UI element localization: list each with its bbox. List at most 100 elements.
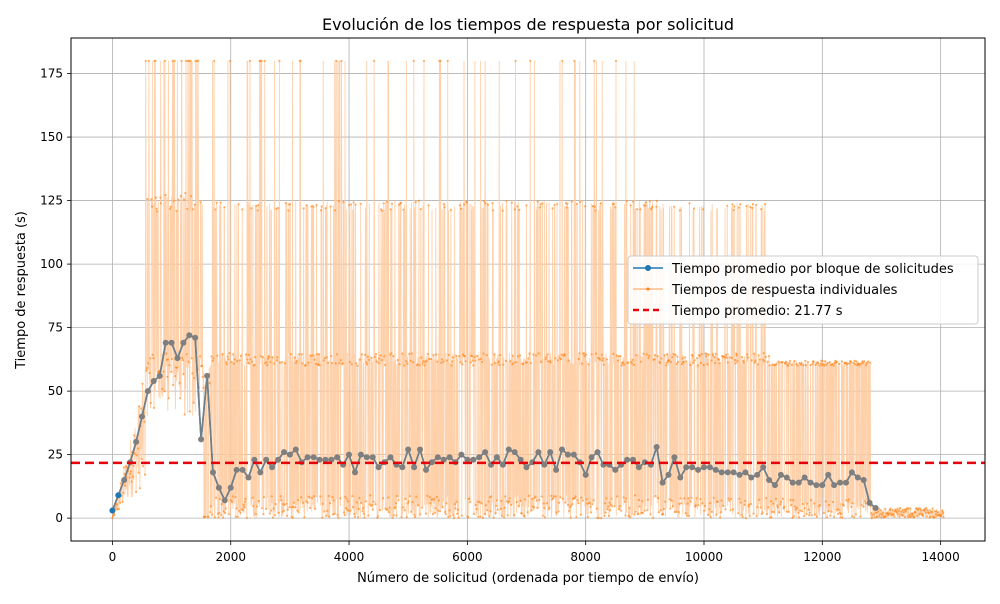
average-point — [286, 451, 293, 458]
individual-point — [913, 516, 916, 519]
individual-point — [758, 498, 761, 501]
individual-point — [223, 511, 227, 515]
individual-point — [471, 359, 474, 362]
individual-point — [683, 497, 686, 500]
individual-point — [209, 511, 212, 514]
individual-point — [423, 364, 426, 367]
individual-point — [732, 208, 735, 212]
individual-point — [731, 203, 734, 206]
individual-point — [788, 359, 792, 362]
individual-point — [688, 202, 691, 205]
individual-point — [415, 495, 418, 498]
individual-point — [242, 503, 245, 506]
individual-point — [556, 359, 559, 362]
individual-point — [719, 516, 722, 519]
individual-point — [630, 362, 634, 365]
individual-point — [477, 515, 480, 518]
individual-point — [243, 506, 246, 509]
individual-point — [616, 359, 620, 362]
individual-point — [778, 511, 781, 514]
individual-point — [580, 362, 584, 365]
individual-point — [696, 364, 699, 367]
average-point — [653, 444, 660, 450]
average-point — [156, 372, 163, 379]
individual-point — [659, 509, 662, 512]
individual-point — [474, 503, 477, 506]
individual-point — [538, 498, 541, 502]
individual-point — [837, 508, 840, 511]
average-point — [783, 474, 790, 481]
individual-point — [379, 354, 382, 357]
individual-point — [901, 509, 904, 512]
individual-point — [255, 204, 258, 208]
individual-point — [272, 507, 275, 510]
individual-point — [308, 496, 311, 499]
average-point — [671, 454, 678, 461]
individual-point — [849, 360, 852, 363]
individual-point — [159, 196, 162, 199]
individual-point — [432, 354, 435, 357]
individual-point — [897, 513, 900, 516]
individual-point — [187, 360, 190, 363]
average-point — [476, 454, 483, 461]
individual-point — [771, 363, 774, 366]
individual-point — [712, 354, 715, 357]
individual-point — [401, 506, 404, 509]
individual-point — [612, 202, 616, 205]
individual-point — [852, 516, 856, 519]
average-point — [144, 388, 151, 395]
individual-point — [161, 387, 164, 391]
individual-point — [413, 513, 416, 517]
individual-point — [696, 357, 699, 360]
individual-point — [689, 363, 692, 367]
individual-point — [433, 498, 436, 501]
individual-point — [445, 502, 448, 505]
individual-point — [492, 516, 495, 519]
individual-point — [326, 361, 330, 364]
individual-point — [546, 353, 549, 356]
individual-point — [325, 514, 328, 517]
individual-point — [145, 366, 149, 370]
individual-point — [464, 360, 467, 363]
individual-point — [610, 497, 613, 500]
legend-mean-label: Tiempo promedio: 21.77 s — [671, 304, 843, 319]
individual-point — [396, 494, 399, 498]
individual-point — [481, 516, 484, 520]
individual-point — [797, 516, 801, 519]
average-point — [269, 464, 276, 471]
average-point — [150, 378, 157, 384]
individual-point — [881, 513, 884, 516]
individual-point — [513, 513, 516, 517]
individual-point — [879, 509, 882, 512]
individual-point — [408, 495, 411, 498]
individual-point — [894, 508, 897, 511]
individual-point — [627, 514, 630, 518]
individual-point — [801, 510, 804, 513]
individual-point — [344, 507, 347, 510]
individual-point — [840, 360, 843, 363]
individual-point — [310, 205, 313, 208]
individual-point — [369, 494, 372, 497]
individual-point — [392, 514, 395, 517]
individual-point — [484, 202, 487, 205]
individual-point — [760, 208, 763, 211]
individual-point — [868, 361, 872, 364]
individual-point — [641, 511, 644, 515]
individual-point — [380, 359, 383, 362]
individual-point — [736, 360, 739, 363]
individual-point — [228, 352, 231, 355]
individual-point — [444, 513, 447, 516]
individual-point — [552, 497, 555, 500]
individual-point — [179, 397, 182, 400]
individual-point — [333, 512, 336, 516]
individual-point — [362, 512, 365, 515]
individual-point — [819, 362, 822, 365]
individual-point — [728, 356, 731, 359]
individual-point — [401, 352, 404, 355]
individual-point — [454, 354, 458, 357]
individual-point — [801, 503, 804, 506]
individual-point — [589, 505, 592, 509]
individual-point — [877, 510, 880, 513]
individual-point — [315, 203, 318, 207]
individual-point — [239, 354, 243, 357]
